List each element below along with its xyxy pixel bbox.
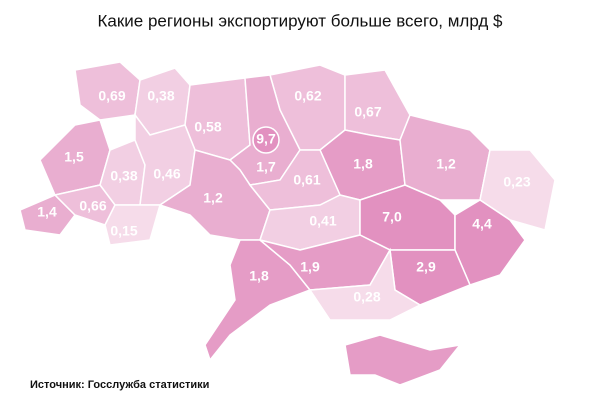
value-label: 0,69 (98, 88, 125, 104)
value-label: 1,2 (436, 156, 456, 172)
value-label: 2,9 (416, 259, 436, 275)
regions (19, 61, 556, 362)
value-label: 0,62 (294, 88, 321, 104)
region (19, 194, 76, 236)
city-marker (252, 126, 280, 154)
value-label: 0,67 (354, 104, 381, 120)
value-label: 1,7 (256, 159, 276, 175)
value-label: 0,46 (153, 166, 180, 182)
value-label: 1,4 (37, 204, 57, 220)
value-label: 0,61 (293, 172, 320, 188)
value-label: 1,8 (353, 156, 373, 172)
labels: 0,69 0,38 0,58 9,7 0,62 0,67 1,5 0,38 0,46 1,7 1,8… (37, 88, 531, 305)
value-label: 1,5 (64, 149, 84, 165)
map-title: Какие регионы экспортируют больше всего,… (97, 11, 503, 30)
source: Источник: Госслужба статистики (30, 379, 209, 391)
value-label: 1,2 (203, 190, 223, 206)
value-label: 0,38 (147, 88, 174, 104)
value-label: 0,15 (110, 223, 137, 239)
value-label: 7,0 (382, 209, 402, 225)
value-label: 1,8 (249, 268, 269, 284)
value-label: 4,4 (472, 216, 492, 232)
value-label: 9,7 (256, 131, 276, 147)
value-label: 1,9 (300, 259, 320, 275)
region (308, 247, 422, 321)
value-label: 0,28 (353, 289, 380, 305)
crimea (344, 334, 462, 386)
value-label: 0,66 (79, 198, 106, 214)
value-label: 0,58 (194, 119, 221, 135)
value-label: 0,41 (309, 213, 336, 229)
value-label: 0,23 (503, 174, 530, 190)
value-label: 0,38 (110, 168, 137, 184)
